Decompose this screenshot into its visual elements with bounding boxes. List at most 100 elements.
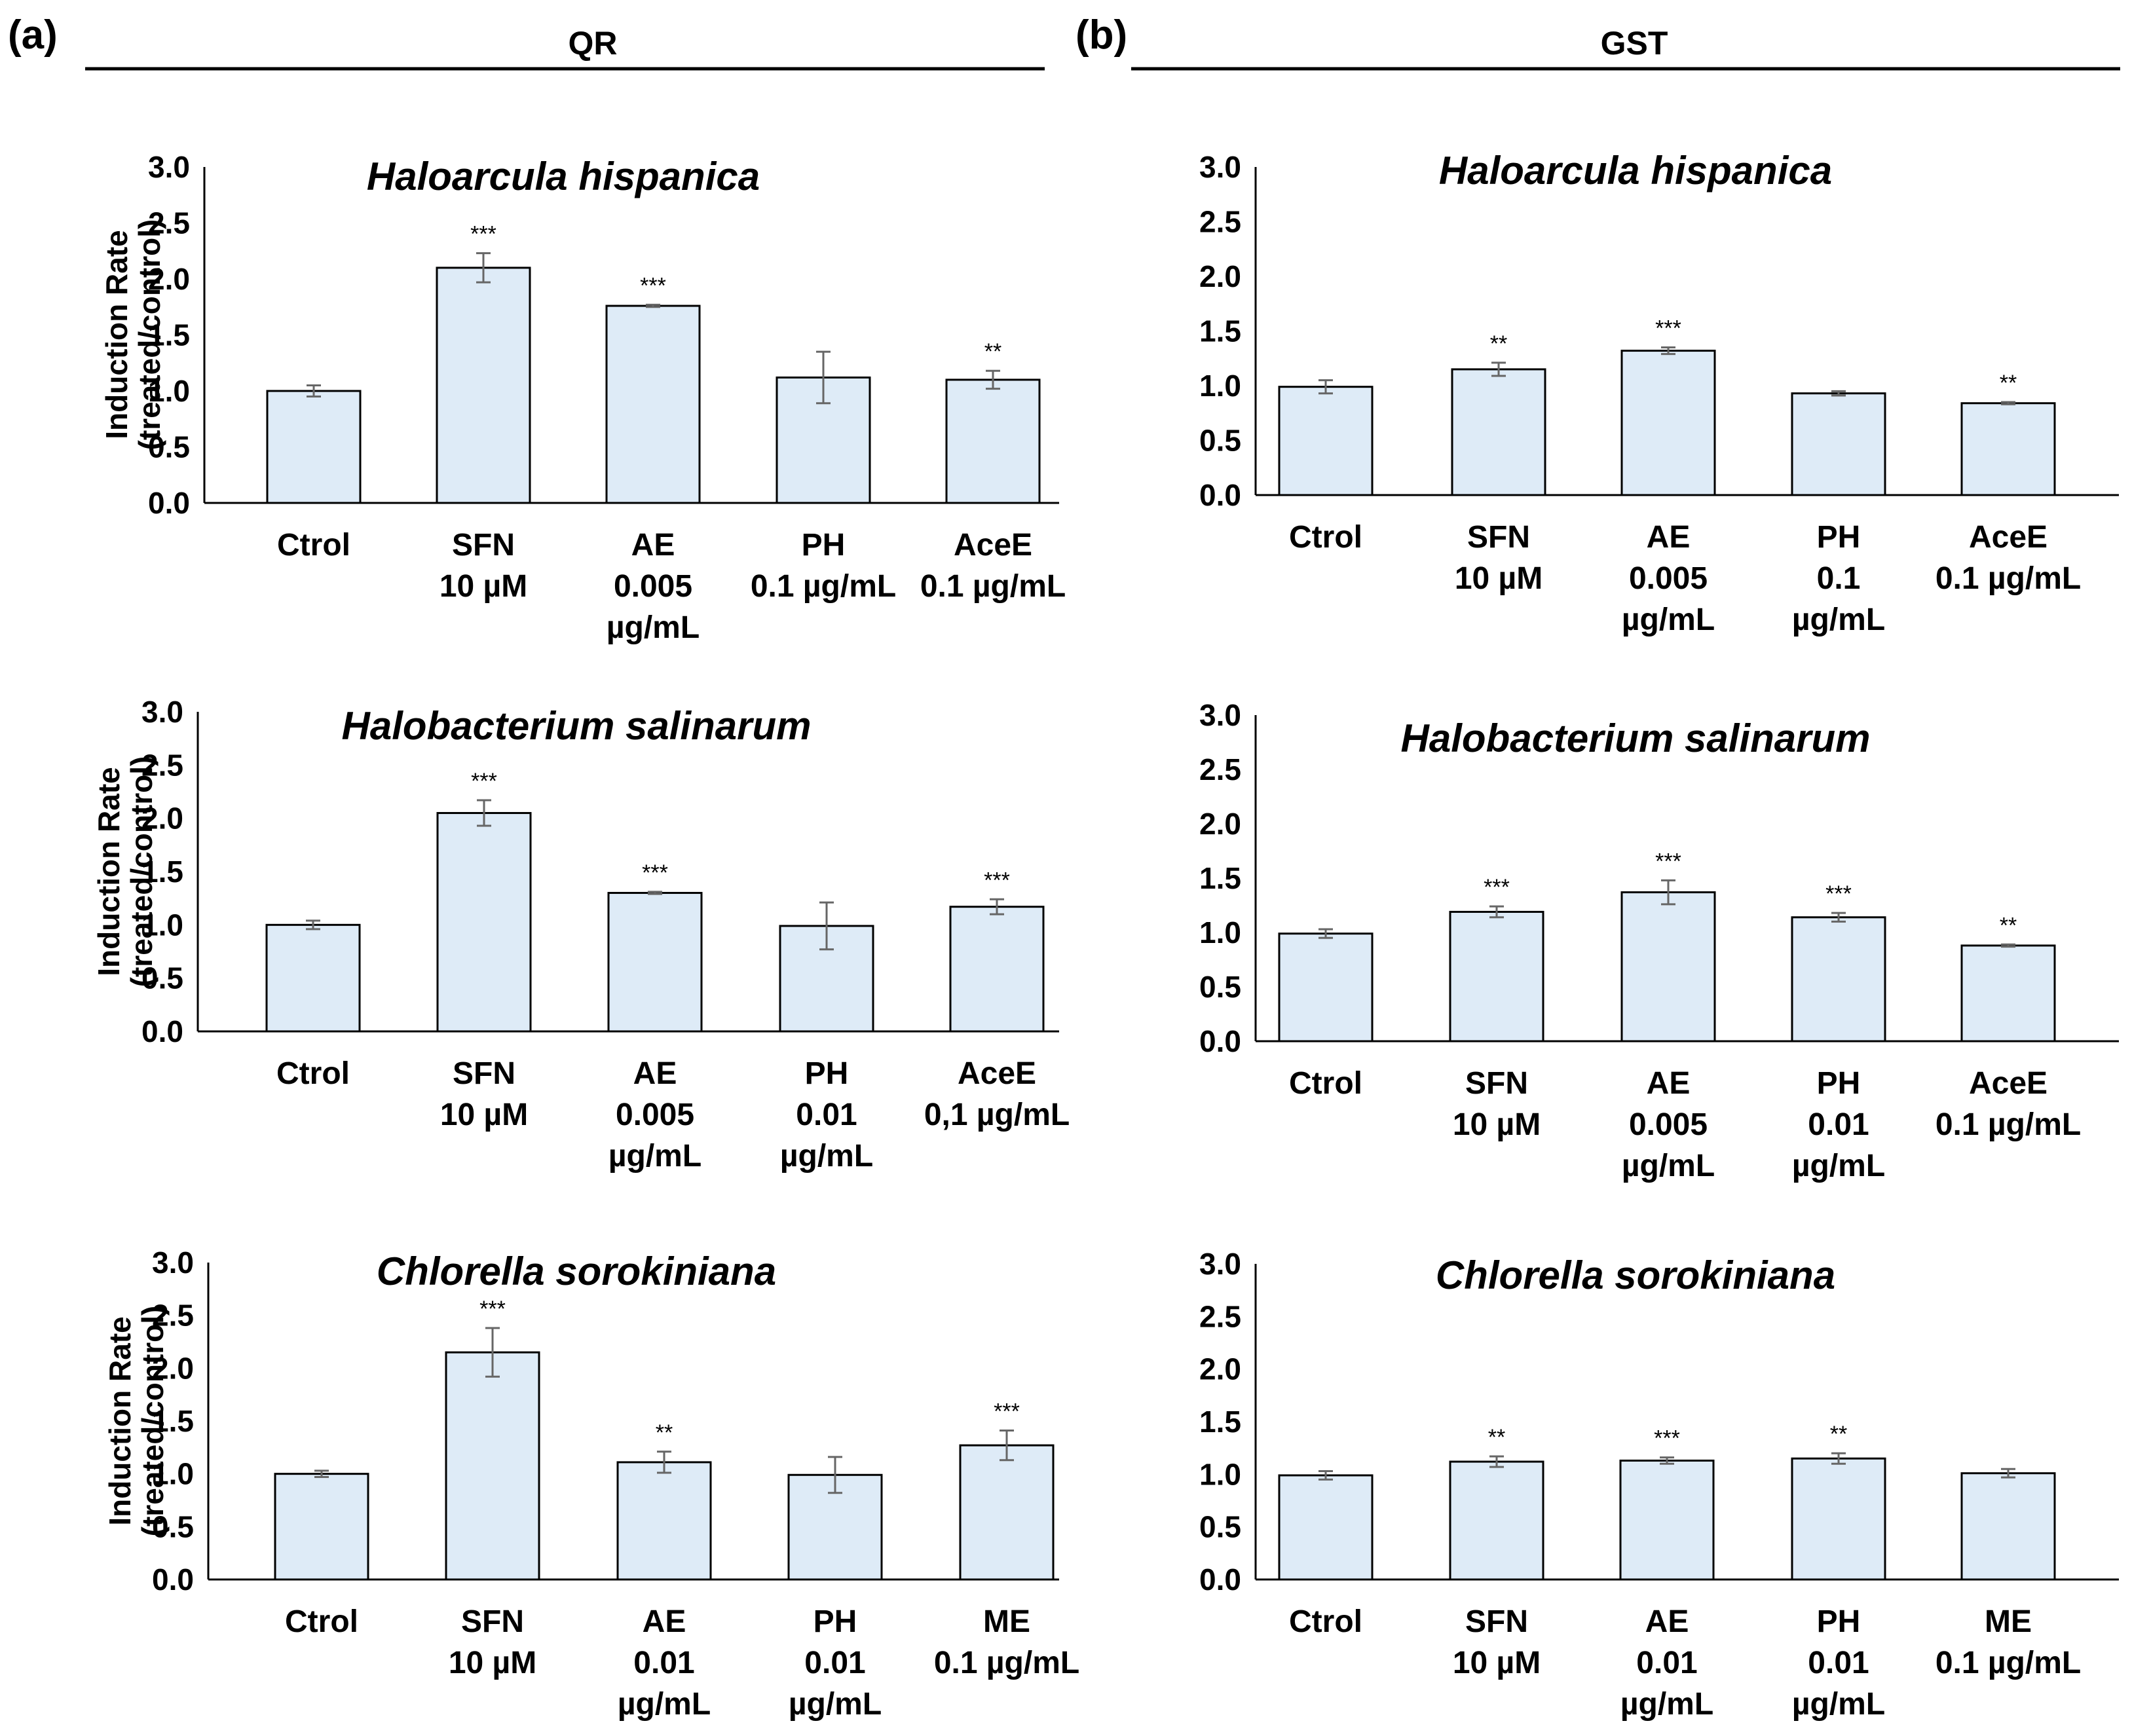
- y-tick-label: 2.0: [152, 1351, 194, 1385]
- bar: [1791, 1457, 1886, 1581]
- bar: [1278, 933, 1374, 1043]
- x-tick-label-line: AceE: [1969, 1066, 2048, 1101]
- x-tick-label-line: 0.1 µg/mL: [751, 569, 896, 604]
- significance-label: ***: [994, 1399, 1020, 1424]
- y-tick-label: 2.0: [141, 802, 183, 836]
- x-tick-label-line: AE: [643, 1604, 686, 1639]
- x-tick-label: AceE 0.1 µg/mL: [1936, 520, 2081, 596]
- y-tick-label: 3.0: [1199, 698, 1241, 732]
- y-tick-label: 0.5: [1199, 970, 1241, 1004]
- x-tick-label: Ctrol: [277, 528, 350, 563]
- bar: [616, 1461, 712, 1581]
- bar: [1620, 891, 1716, 1043]
- y-tick-label: 1.5: [1199, 314, 1241, 348]
- y-tick-label: 1.5: [152, 1404, 194, 1438]
- x-tick-label-line: µg/mL: [1792, 1149, 1885, 1183]
- significance-label: ***: [1655, 316, 1681, 341]
- chart-a-1: Haloarcula hispanica 0.0 0.5 1.0 1.5 2.0 2.5 3.…: [100, 150, 1066, 645]
- y-tick-label: 3.0: [148, 150, 190, 184]
- x-tick-label-line: 0.01: [1808, 1646, 1869, 1680]
- bar: [1791, 392, 1886, 496]
- x-tick-label-line: µg/mL: [1792, 602, 1885, 637]
- y-tick-label: 1.5: [1199, 1405, 1241, 1439]
- y-tick-label: 1.0: [1199, 1457, 1241, 1491]
- x-tick-label-line: 0.01: [1808, 1107, 1869, 1142]
- x-tick-label: Ctrol: [1289, 520, 1362, 555]
- bar: [265, 923, 361, 1033]
- chart-title: Halobacterium salinarum: [1401, 716, 1871, 760]
- x-tick-label: ME 0.1 µg/mL: [1936, 1604, 2081, 1680]
- x-tick-label-line: PH: [802, 528, 846, 563]
- x-tick-label-line: PH: [1817, 1066, 1861, 1101]
- x-tick-label-line: µg/mL: [789, 1687, 882, 1722]
- significance-label: ***: [479, 1297, 506, 1321]
- y-tick-label: 2.5: [1199, 752, 1241, 786]
- significance-label: **: [656, 1420, 673, 1445]
- y-tick-label: 1.5: [1199, 861, 1241, 895]
- x-tick-label: PH 0.1 µg/mL: [1792, 520, 1885, 637]
- bar: [1449, 910, 1544, 1043]
- x-tick-label: SFN 10 µM: [439, 528, 527, 604]
- y-axis-label-line: Induction Rate: [92, 767, 126, 976]
- bar: [1449, 1460, 1544, 1581]
- chart-title: Chlorella sorokiniana: [377, 1249, 776, 1293]
- significance-label: ***: [470, 222, 496, 247]
- y-tick-label: 2.0: [1199, 807, 1241, 841]
- y-tick-label: 1.0: [152, 1457, 194, 1491]
- y-tick-label: 2.5: [152, 1299, 194, 1333]
- x-tick-label-line: SFN: [452, 528, 515, 563]
- chart-b-1: Haloarcula hispanica 0.0 0.5 1.0 1.5 2.0 2.5 3.…: [1199, 149, 2119, 637]
- x-tick-label-line: 0.01: [796, 1098, 857, 1132]
- x-tick-label: AE 0.005 µg/mL: [1622, 1066, 1715, 1183]
- y-axis-label-line: Induction Rate: [100, 230, 134, 439]
- x-tick-label-line: SFN: [1465, 1604, 1528, 1639]
- y-tick-label: 3.0: [1199, 150, 1241, 184]
- x-tick-label-line: 10 µM: [1453, 1646, 1541, 1680]
- y-tick-label: 2.5: [1199, 205, 1241, 239]
- x-tick-label-line: SFN: [1465, 1066, 1528, 1101]
- x-tick-label: ME 0.1 µg/mL: [934, 1604, 1079, 1680]
- bar: [1791, 916, 1886, 1043]
- y-tick-label: 1.0: [1199, 369, 1241, 403]
- bar: [436, 267, 531, 504]
- y-tick-label: 3.0: [152, 1246, 194, 1280]
- x-tick-label-line: 0.005: [1629, 1107, 1708, 1142]
- x-tick-label-line: 0,1 µg/mL: [924, 1098, 1070, 1132]
- y-tick-label: 0.5: [141, 961, 183, 995]
- x-tick-label-line: 0.005: [1629, 561, 1708, 596]
- x-tick-label: PH 0.01 µg/mL: [1792, 1066, 1885, 1183]
- bar: [1619, 1459, 1715, 1581]
- x-tick-label-line: PH: [1817, 520, 1861, 555]
- x-tick-label-line: 0.01: [633, 1646, 694, 1680]
- x-tick-label-line: AE: [633, 1056, 677, 1091]
- x-tick-label-line: Ctrol: [1289, 520, 1362, 555]
- y-tick-label: 3.0: [141, 695, 183, 729]
- bar: [1960, 402, 2056, 496]
- y-tick-label: 1.0: [141, 908, 183, 942]
- bar: [945, 379, 1041, 504]
- x-tick-label-line: 0.01: [804, 1646, 865, 1680]
- bar: [445, 1351, 540, 1581]
- x-tick-label-line: 0.1 µg/mL: [1936, 1107, 2081, 1142]
- x-tick-label-line: PH: [805, 1056, 849, 1091]
- chart-title: Halobacterium salinarum: [342, 704, 812, 748]
- x-tick-label-line: SFN: [453, 1056, 515, 1091]
- bar: [266, 390, 362, 504]
- x-tick-label: Ctrol: [1289, 1066, 1362, 1101]
- x-tick-label-line: AE: [631, 528, 675, 563]
- bar: [1960, 944, 2056, 1043]
- y-axis-label: Induction Rate(treated/control): [100, 219, 166, 451]
- significance-label: ***: [1655, 849, 1681, 874]
- y-tick-label: 0.5: [152, 1509, 194, 1543]
- x-tick-label: AE 0.005 µg/mL: [608, 1056, 701, 1173]
- y-axis-label-line: (treated/control): [124, 756, 159, 988]
- significance-label: ***: [640, 273, 666, 298]
- x-tick-label-line: PH: [1817, 1604, 1861, 1639]
- significance-label: **: [1488, 1425, 1505, 1450]
- y-tick-label: 2.5: [141, 748, 183, 782]
- bar: [1451, 368, 1546, 496]
- significance-label: ***: [1825, 881, 1852, 906]
- x-tick-label: SFN 10 µM: [1455, 520, 1543, 596]
- y-tick-label: 0.0: [141, 1014, 183, 1048]
- x-tick-label-line: µg/mL: [1622, 1149, 1715, 1183]
